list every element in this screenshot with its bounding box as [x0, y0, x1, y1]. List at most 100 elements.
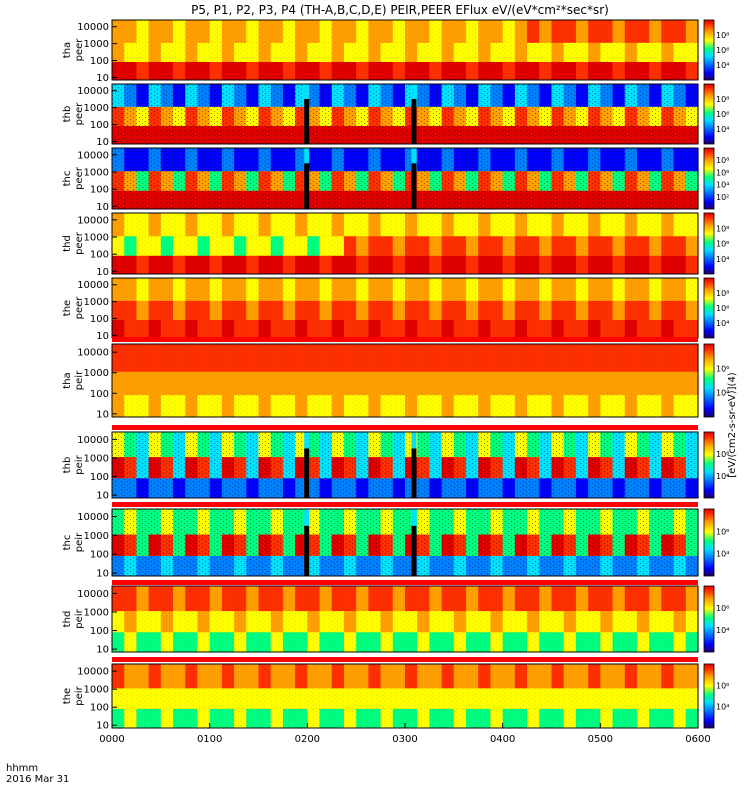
data-gap-bar [411, 163, 417, 209]
panel-frame [111, 83, 699, 145]
y-tick-label: 100 [90, 185, 109, 196]
data-gap-cap [411, 84, 417, 99]
y-tick-label: 10 [96, 137, 109, 148]
panel-frame [111, 431, 699, 499]
y-tick-label: 1000 [84, 168, 109, 179]
colorbar [703, 663, 715, 729]
y-tick-label: 100 [90, 550, 109, 561]
time-axis: 0000 0100 0200 0300 0400 0500 0600 [99, 723, 711, 745]
colorbar-tick-label: 10⁶ [716, 168, 729, 177]
y-tick-label: 10000 [77, 589, 109, 600]
panel-probe-label: tha [62, 42, 73, 58]
x-tick-label: 0500 [588, 734, 613, 745]
y-tick-label: 1000 [84, 607, 109, 618]
colorbar [703, 585, 715, 653]
figure-title: P5, P1, P2, P3, P4 (TH-A,B,C,D,E) PEIR,P… [191, 3, 609, 17]
x-tick-label: 0200 [295, 734, 320, 745]
flag-bar-thb-peir [112, 425, 698, 430]
colorbar-tick-label: 10⁸ [716, 31, 729, 40]
y-tick-label: 10 [96, 73, 109, 84]
colorbar-tick-label: 10⁶ [716, 527, 729, 536]
panel-thd-peer: 10 100 1000 10000 thd peer 10⁴ 10⁶ 10⁸ [62, 212, 729, 278]
colorbar [703, 343, 715, 418]
y-tick-label: 1000 [84, 453, 109, 464]
colorbar-tick-label: 10⁴ [716, 125, 729, 134]
noise-texture [112, 432, 698, 498]
colorbar-units-label: [eV/(cm2-s-sr-eV)](4) [727, 372, 738, 478]
y-tick-label: 10000 [77, 512, 109, 523]
panel-species-label: peir [74, 454, 85, 474]
panel-species-label: peir [74, 370, 85, 390]
colorbar-tick-label: 10⁶ [716, 450, 729, 459]
panel-thb-peir: 10 100 1000 10000 thb peir 10⁴ 10⁶ [62, 431, 729, 502]
colorbar-tick-label: 10⁴ [716, 389, 729, 398]
y-tick-label: 100 [90, 389, 109, 400]
y-tick-label: 10 [96, 409, 109, 420]
y-tick-label: 100 [90, 626, 109, 637]
data-gap-cap [304, 148, 310, 164]
panel-species-label: peer [74, 166, 85, 190]
y-tick-label: 1000 [84, 531, 109, 542]
panel-probe-label: the [62, 300, 73, 316]
panel-frame [111, 508, 699, 577]
y-tick-label: 10 [96, 569, 109, 580]
colorbar [703, 508, 715, 577]
y-tick-label: 10 [96, 491, 109, 502]
y-tick-label: 10 [96, 721, 109, 732]
colorbar-tick-label: 10² [716, 193, 729, 202]
noise-texture [112, 344, 698, 417]
y-tick-label: 1000 [84, 103, 109, 114]
x-tick-label: 0300 [392, 734, 417, 745]
flag-bar-thd-peir [112, 580, 698, 585]
colorbar-tick-label: 10⁸ [716, 95, 729, 104]
y-tick-label: 100 [90, 472, 109, 483]
y-tick-label: 1000 [84, 297, 109, 308]
data-gap-bar [411, 99, 417, 144]
panel-species-label: peer [74, 38, 85, 62]
flag-bar-thc-peir [112, 502, 698, 507]
noise-texture [112, 664, 698, 728]
colorbar-tick-label: 10⁴ [716, 703, 729, 712]
panel-species-label: peir [74, 532, 85, 552]
panel-probe-label: thd [62, 611, 73, 628]
flag-bar-the-peir [112, 657, 698, 662]
y-tick-label: 100 [90, 120, 109, 131]
colorbar [703, 212, 715, 275]
y-tick-label: 10000 [77, 435, 109, 446]
colorbar [703, 83, 715, 145]
y-tick-label: 1000 [84, 39, 109, 50]
colorbar-tick-label: 10⁶ [716, 110, 729, 119]
colorbar-tick-label: 10⁸ [716, 289, 729, 298]
panel-thc-peir: 10 100 1000 10000 thc peir 10⁴ 10⁶ [62, 508, 729, 580]
date-label: 2016 Mar 31 [6, 774, 69, 785]
data-gap-cap [304, 432, 310, 449]
panel-frame [111, 147, 699, 210]
colorbar-tick-label: 10⁶ [716, 364, 729, 373]
colorbar-tick-label: 10⁶ [716, 46, 729, 55]
data-gap-cap [411, 148, 417, 164]
colorbar [703, 147, 715, 210]
noise-texture [112, 213, 698, 274]
noise-texture [112, 148, 698, 209]
panel-thd-peir: 10 100 1000 10000 thd peir 10⁴ 10⁶ [62, 585, 729, 656]
y-tick-label: 10000 [77, 280, 109, 291]
panel-tha-peer: 10 100 1000 10000 tha peer 10⁴ 10⁶ 10⁸ [62, 19, 729, 84]
y-tick-label: 10000 [77, 86, 109, 97]
panel-the-peir: 10 100 1000 10000 the peir 10⁴ 10⁶ [62, 663, 729, 732]
panel-probe-label: thc [62, 171, 73, 187]
panel-species-label: peer [74, 102, 85, 126]
data-gap-cap [411, 509, 417, 526]
panel-species-label: peer [74, 296, 85, 320]
colorbar [703, 431, 715, 499]
panel-tha-peir: 10 100 1000 10000 tha peir 10⁴ 10⁶ [62, 343, 729, 420]
panel-frame [111, 585, 699, 653]
data-gap-bar [304, 163, 310, 209]
colorbar-tick-label: 10⁴ [716, 472, 729, 481]
colorbar-tick-label: 10⁶ [716, 240, 729, 249]
panel-species-label: peer [74, 231, 85, 255]
panel-probe-label: thc [62, 535, 73, 551]
y-tick-label: 1000 [84, 685, 109, 696]
x-tick-label: 0100 [197, 734, 222, 745]
